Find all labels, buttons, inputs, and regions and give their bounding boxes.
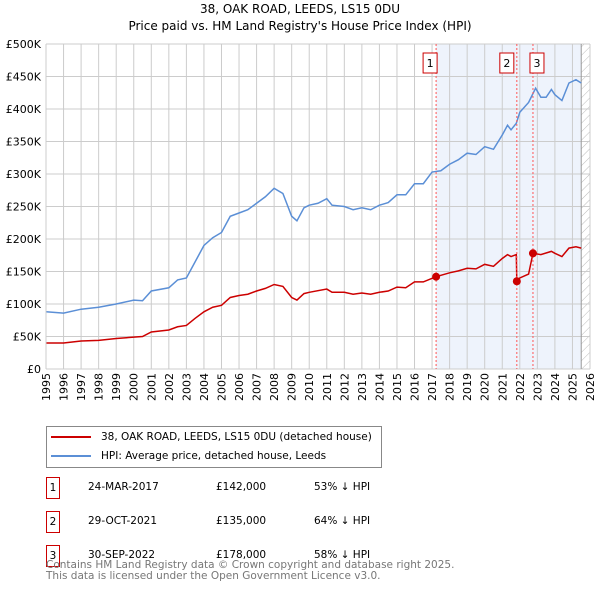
x-tick-label: 1996	[58, 373, 71, 401]
sale-point	[528, 249, 537, 258]
sale-label-box	[422, 52, 438, 74]
y-tick-label: £400K	[6, 103, 42, 116]
x-tick-label: 2008	[268, 373, 281, 401]
y-tick-label: £150K	[6, 266, 42, 279]
x-tick-label: 2017	[426, 373, 439, 401]
x-tick-label: 2013	[356, 373, 369, 401]
sale-hpi-diff: 53% ↓ HPI	[314, 481, 371, 493]
x-tick-label: 2019	[461, 373, 474, 401]
x-tick-label: 2009	[286, 373, 299, 401]
x-tick-label: 1999	[110, 373, 123, 401]
y-tick-label: £500K	[6, 38, 42, 51]
chart-subtitle: Price paid vs. HM Land Registry's House …	[128, 19, 472, 33]
y-tick-label: £0	[27, 363, 41, 376]
footer-line: Contains HM Land Registry data © Crown c…	[46, 559, 455, 571]
x-tick-label: 2010	[303, 373, 316, 401]
x-tick-label: 2000	[128, 373, 141, 401]
series-line	[45, 78, 582, 314]
y-tick-label: £250K	[6, 201, 42, 214]
sale-price: £135,000	[216, 515, 267, 527]
legend-swatch-blue	[51, 455, 91, 457]
x-tick-label: 1997	[75, 373, 88, 401]
x-tick-label: 2003	[180, 373, 193, 401]
x-tick-label: 2007	[251, 373, 264, 401]
sale-date: 29-OCT-2021	[88, 515, 157, 527]
x-tick-label: 2015	[391, 373, 404, 401]
sale-label: 2	[503, 57, 510, 70]
x-tick-label: 2012	[338, 373, 351, 401]
sale-point	[512, 277, 521, 286]
x-tick-label: 2023	[531, 373, 544, 401]
legend-label: 38, OAK ROAD, LEEDS, LS15 0DU (detached …	[101, 431, 372, 443]
sale-date: 24-MAR-2017	[88, 481, 159, 493]
sale-label-box	[499, 52, 515, 74]
y-tick-label: £350K	[6, 136, 42, 149]
x-tick-label: 2011	[321, 373, 334, 401]
sale-hpi-diff: 64% ↓ HPI	[314, 515, 371, 527]
sale-point	[432, 272, 441, 281]
x-tick-label: 2025	[566, 373, 579, 401]
sale-badge: 2	[46, 511, 60, 533]
sale-row: 1 24-MAR-2017 £142,000 53% ↓ HPI	[46, 477, 446, 499]
x-tick-label: 2021	[496, 373, 509, 401]
chart-title: 38, OAK ROAD, LEEDS, LS15 0DU	[199, 2, 401, 16]
sale-price: £142,000	[216, 481, 267, 493]
x-tick-label: 2006	[233, 373, 246, 401]
y-tick-label: £100K	[6, 298, 42, 311]
footer: Contains HM Land Registry data © Crown c…	[46, 560, 454, 582]
legend-swatch-red	[51, 436, 91, 438]
x-tick-label: 2022	[514, 373, 527, 401]
x-tick-label: 2001	[145, 373, 158, 401]
sale-price: £178,000	[216, 549, 267, 561]
y-tick-label: £200K	[6, 233, 42, 246]
x-tick-label: 1995	[40, 373, 53, 401]
legend: 38, OAK ROAD, LEEDS, LS15 0DU (detached …	[46, 426, 382, 468]
sale-label-box	[529, 52, 545, 74]
footer-line: This data is licensed under the Open Gov…	[46, 570, 381, 582]
legend-item-hpi: HPI: Average price, detached house, Leed…	[51, 450, 326, 462]
legend-item-property: 38, OAK ROAD, LEEDS, LS15 0DU (detached …	[51, 431, 372, 443]
x-tick-label: 2018	[444, 373, 457, 401]
x-tick-label: 2016	[409, 373, 422, 401]
sale-row: 3 30-SEP-2022 £178,000 58% ↓ HPI	[46, 545, 446, 567]
sale-badge: 1	[46, 477, 60, 499]
sale-label: 3	[533, 57, 540, 70]
x-tick-label: 2005	[215, 373, 228, 401]
y-tick-label: £50K	[13, 331, 42, 344]
x-tick-label: 2020	[479, 373, 492, 401]
x-tick-label: 1998	[93, 373, 106, 401]
sale-hpi-diff: 58% ↓ HPI	[314, 549, 371, 561]
x-tick-label: 2004	[198, 373, 211, 401]
x-tick-label: 2024	[549, 373, 562, 401]
legend-label: HPI: Average price, detached house, Leed…	[101, 450, 327, 462]
y-tick-label: £300K	[6, 168, 42, 181]
x-tick-label: 2002	[163, 373, 176, 401]
y-tick-label: £450K	[6, 71, 42, 84]
sale-row: 2 29-OCT-2021 £135,000 64% ↓ HPI	[46, 511, 446, 533]
sale-label: 1	[427, 57, 434, 70]
sale-badge: 3	[46, 545, 60, 567]
sale-date: 30-SEP-2022	[88, 549, 156, 561]
chart-plot: £0 £50K £100K £150K £200K £250K £300K £350K £400…	[6, 38, 597, 401]
x-tick-label: 2014	[373, 373, 386, 401]
x-tick-label: 2026	[584, 373, 597, 401]
